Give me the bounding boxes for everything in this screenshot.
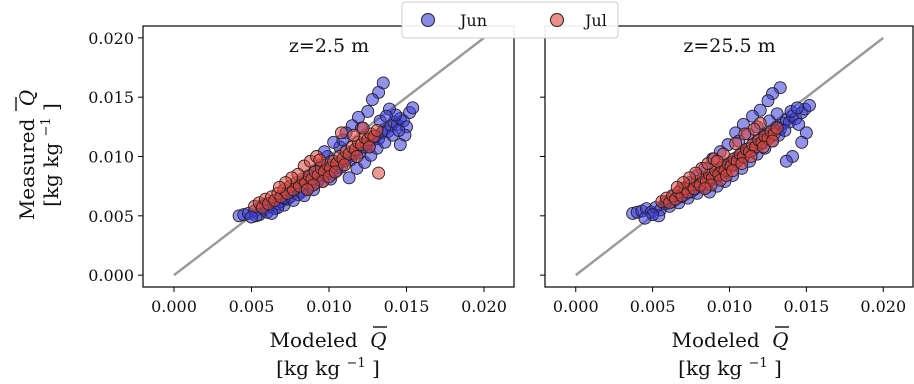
point-jul [347, 128, 361, 142]
y-ticks: 0.000 0.005 0.010 0.015 0.020 [88, 29, 143, 285]
point-jun [361, 104, 375, 118]
point-jun [638, 211, 652, 225]
point-jul [729, 136, 743, 150]
point-jul [328, 165, 342, 179]
point-jul [744, 150, 758, 163]
point-jun [792, 118, 806, 131]
point-jul [350, 150, 364, 163]
point-jun [379, 109, 393, 123]
point-jul [766, 134, 779, 148]
svg-text:Modeled Q: Modeled Q [270, 328, 387, 352]
x-tick-label: 0.010 [707, 297, 753, 316]
x-label-unit: [kg kg [276, 356, 340, 380]
svg-text:[kg kg −1 ]: [kg kg −1 ] [276, 348, 380, 380]
x-label-close: ] [372, 356, 380, 380]
panel-right: 0.000 0.005 0.010 0.015 0.020 z=25.5 m [540, 25, 914, 316]
legend-marker-jul [550, 13, 564, 27]
x-tick-label: 0.020 [860, 297, 906, 316]
point-jun [245, 210, 258, 224]
point-jul [334, 126, 348, 140]
legend-marker-jun [421, 13, 435, 27]
x-tick-label: 0.000 [151, 297, 197, 316]
point-jul [735, 157, 749, 171]
point-jun [779, 154, 793, 168]
x-label-modeled: Modeled [672, 328, 760, 352]
point-jul [738, 127, 752, 141]
svg-text:[kg kg −1 ]: [kg kg −1 ] [678, 348, 782, 380]
point-jun [770, 107, 784, 121]
y-tick-label: 0.010 [88, 148, 134, 167]
point-jul [356, 121, 370, 135]
y-tick-label: 0.005 [88, 207, 134, 226]
point-jun [342, 171, 356, 185]
x-axis-label-left: Modeled Q [kg kg −1 ] [270, 326, 387, 380]
y-label-close: ] [39, 103, 63, 111]
y-ticks [540, 37, 545, 276]
x-label-exponent: −1 [749, 356, 768, 371]
panel-title: z=25.5 m [683, 35, 775, 57]
legend-box [401, 1, 619, 39]
y-tick-label: 0.015 [88, 88, 134, 107]
point-jul [670, 180, 684, 194]
point-jul [372, 166, 386, 180]
x-tick-label: 0.005 [229, 297, 275, 316]
x-ticks: 0.000 0.005 0.010 0.015 0.020 [151, 287, 507, 316]
x-ticks: 0.000 0.005 0.010 0.015 0.020 [553, 287, 906, 316]
x-axis-label-right: Modeled Q [kg kg −1 ] [672, 326, 789, 380]
y-label-exponent: −1 [39, 117, 54, 136]
x-tick-label: 0.005 [630, 297, 676, 316]
x-tick-label: 0.010 [306, 297, 352, 316]
point-jul [370, 123, 384, 137]
point-jun [406, 101, 420, 115]
point-jul [770, 121, 784, 135]
x-label-q: Q [772, 328, 788, 352]
x-label-modeled: Modeled [270, 328, 358, 352]
x-tick-label: 0.015 [783, 297, 829, 316]
x-tick-label: 0.015 [384, 297, 430, 316]
point-jun [365, 93, 379, 107]
point-jul [272, 180, 286, 194]
y-label-measured: Measured [15, 118, 39, 220]
point-jun [803, 99, 816, 112]
x-label-exponent: −1 [347, 356, 366, 371]
x-tick-label: 0.000 [553, 297, 599, 316]
x-label-unit: [kg kg [678, 356, 742, 380]
point-jun [761, 94, 775, 108]
x-tick-label: 0.020 [461, 297, 507, 316]
panel-title: z=2.5 m [289, 35, 369, 57]
svg-text:[kg kg −1 ]: [kg kg −1 ] [31, 103, 63, 207]
point-jul [338, 158, 351, 172]
point-jun [393, 138, 407, 152]
legend-label-jul: Jul [583, 11, 607, 30]
point-jun [790, 101, 804, 115]
y-tick-label: 0.000 [88, 266, 134, 285]
legend: Jun Jul [401, 1, 619, 39]
point-jul [362, 140, 376, 154]
point-jul [726, 164, 740, 178]
svg-text:Modeled Q: Modeled Q [672, 328, 789, 352]
y-axis-label: Measured Q [kg kg −1 ] [15, 90, 63, 220]
panel-left: 0.000 0.005 0.010 0.015 0.020 0.000 0.005 0.01… [88, 25, 515, 316]
y-label-q: Q [15, 90, 39, 106]
point-jul [313, 153, 327, 167]
point-jul [698, 182, 712, 195]
x-label-close: ] [774, 356, 782, 380]
scatter-points [626, 81, 816, 225]
y-tick-label: 0.020 [88, 29, 134, 48]
point-jul [710, 154, 724, 168]
x-label-q: Q [370, 328, 386, 352]
legend-label-jun: Jun [458, 11, 487, 30]
point-jul [756, 140, 770, 154]
y-label-unit: [kg kg [39, 143, 63, 207]
point-jul [300, 183, 314, 197]
point-jun [795, 135, 809, 149]
point-jun [392, 123, 406, 137]
scatter-points [232, 76, 420, 224]
svg-text:Measured Q: Measured Q [15, 90, 39, 220]
